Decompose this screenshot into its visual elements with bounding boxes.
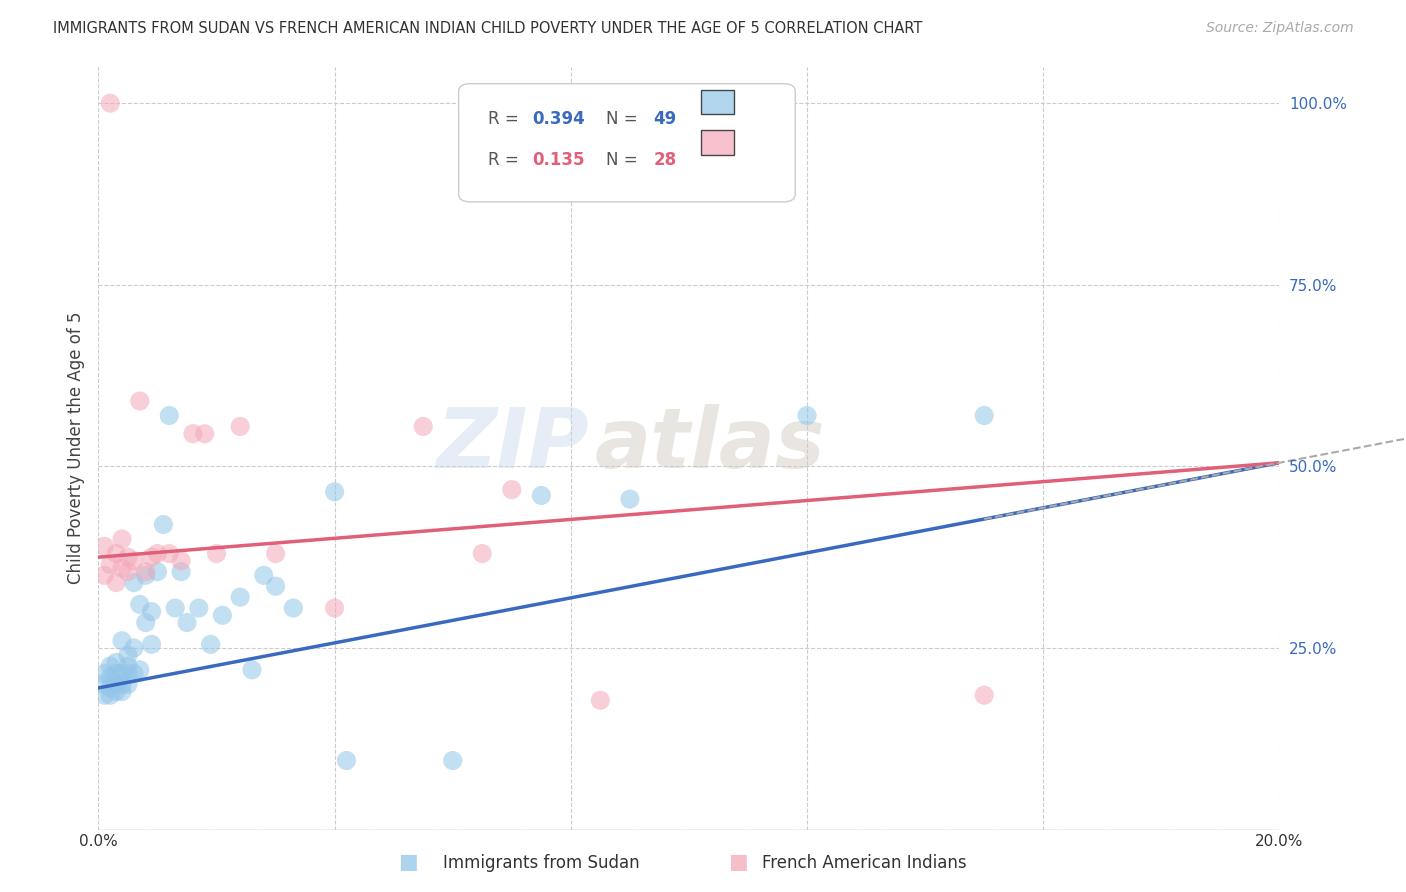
Text: 0.135: 0.135 [531,151,585,169]
Point [93,568,115,582]
Text: atlas: atlas [595,404,825,485]
Text: 28: 28 [654,151,676,169]
Point [170,554,193,568]
Point [264,579,287,593]
Point [973,409,995,423]
Point [111,684,134,698]
Point [128,663,150,677]
Point [111,532,134,546]
Text: ■: ■ [728,852,748,871]
Point [128,394,150,409]
Point [211,608,233,623]
Text: Immigrants from Sudan: Immigrants from Sudan [443,854,640,871]
Point [146,565,169,579]
Point [105,684,128,698]
Point [176,615,198,630]
Point [98,659,121,673]
Point [93,688,115,702]
Point [117,666,139,681]
Point [146,547,169,561]
Point [165,601,187,615]
Point [98,688,121,702]
Text: N =: N = [606,111,638,128]
Point [157,409,180,423]
Point [117,565,139,579]
Text: ZIP: ZIP [436,404,589,485]
Point [200,637,222,651]
Point [283,601,305,615]
Point [98,670,121,684]
FancyBboxPatch shape [700,130,734,154]
Point [111,666,134,681]
Text: 0.394: 0.394 [531,111,585,128]
Point [105,547,128,561]
Point [441,754,464,768]
Point [117,659,139,673]
Point [471,547,494,561]
Text: R =: R = [488,111,519,128]
Point [323,601,346,615]
Point [323,484,346,499]
Point [98,96,121,111]
Point [111,561,134,575]
Point [105,656,128,670]
FancyBboxPatch shape [458,84,796,202]
Text: French American Indians: French American Indians [762,854,967,871]
Point [194,426,217,441]
Point [117,648,139,663]
Point [253,568,276,582]
Y-axis label: Child Poverty Under the Age of 5: Child Poverty Under the Age of 5 [66,312,84,584]
Point [152,517,174,532]
FancyBboxPatch shape [700,90,734,114]
Point [187,601,209,615]
Point [229,419,252,434]
Point [229,590,252,604]
Text: ■: ■ [398,852,418,871]
Point [264,547,287,561]
Point [93,666,115,681]
Point [93,539,115,553]
Text: Source: ZipAtlas.com: Source: ZipAtlas.com [1206,21,1354,35]
Point [135,615,157,630]
Point [501,483,523,497]
Point [117,550,139,565]
Point [240,663,263,677]
Point [93,677,115,691]
Point [205,547,228,561]
Point [141,637,163,651]
Point [135,565,157,579]
Point [141,550,163,565]
Text: 49: 49 [654,111,676,128]
Point [98,558,121,572]
Point [122,666,145,681]
Point [105,575,128,590]
Point [122,575,145,590]
Point [170,565,193,579]
Point [181,426,204,441]
Point [619,491,641,506]
Point [111,633,134,648]
Point [335,754,357,768]
Point [589,693,612,707]
Point [412,419,434,434]
Point [117,677,139,691]
Point [141,605,163,619]
Text: IMMIGRANTS FROM SUDAN VS FRENCH AMERICAN INDIAN CHILD POVERTY UNDER THE AGE OF 5: IMMIGRANTS FROM SUDAN VS FRENCH AMERICAN… [53,21,922,36]
Text: N =: N = [606,151,638,169]
Point [530,488,553,502]
Point [122,554,145,568]
Point [135,568,157,582]
Point [128,598,150,612]
Point [105,666,128,681]
Point [157,547,180,561]
Point [973,688,995,702]
Point [122,640,145,655]
Point [98,681,121,695]
Point [796,409,818,423]
Point [105,677,128,691]
Text: R =: R = [488,151,519,169]
Point [111,677,134,691]
